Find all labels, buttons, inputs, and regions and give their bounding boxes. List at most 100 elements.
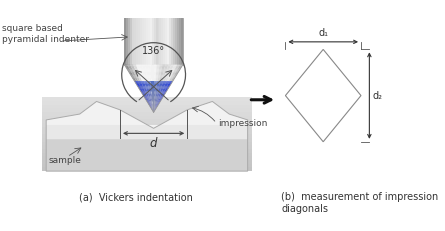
Polygon shape [139,72,142,73]
Polygon shape [139,86,141,87]
Polygon shape [162,97,163,98]
Polygon shape [134,76,137,78]
Polygon shape [150,78,152,79]
Polygon shape [170,72,174,73]
Polygon shape [157,97,158,98]
Polygon shape [152,106,153,108]
Polygon shape [158,91,160,92]
Polygon shape [159,92,162,94]
Polygon shape [154,92,156,94]
Polygon shape [151,108,152,109]
Polygon shape [147,85,149,86]
Polygon shape [156,102,157,103]
Polygon shape [150,87,152,88]
Polygon shape [150,104,151,105]
Polygon shape [42,105,252,108]
Polygon shape [148,97,150,99]
Polygon shape [154,102,155,103]
Polygon shape [125,67,129,68]
Polygon shape [156,88,159,89]
Polygon shape [152,109,153,110]
Polygon shape [161,91,163,92]
Polygon shape [138,68,141,69]
Polygon shape [162,90,165,91]
Polygon shape [163,81,166,82]
Polygon shape [150,79,152,80]
Polygon shape [153,102,154,104]
Polygon shape [153,93,154,94]
Polygon shape [146,91,147,92]
Polygon shape [151,109,152,110]
Polygon shape [146,93,148,94]
Polygon shape [159,97,161,99]
Polygon shape [167,85,170,86]
Polygon shape [155,100,156,101]
Polygon shape [132,68,135,69]
Polygon shape [146,70,149,72]
Polygon shape [161,70,164,72]
Polygon shape [163,18,166,64]
Polygon shape [149,102,150,103]
Polygon shape [150,106,151,108]
Polygon shape [140,90,143,91]
Polygon shape [152,106,153,107]
Polygon shape [161,97,162,98]
Polygon shape [155,97,157,98]
Polygon shape [152,88,154,90]
Polygon shape [145,66,148,67]
Polygon shape [146,69,149,70]
Polygon shape [157,94,159,95]
Polygon shape [125,66,129,67]
Polygon shape [152,105,153,106]
Polygon shape [148,94,150,96]
Polygon shape [162,68,165,69]
Polygon shape [150,91,151,92]
Polygon shape [150,102,152,104]
Polygon shape [161,86,164,88]
Polygon shape [152,110,153,111]
Polygon shape [150,98,151,99]
Polygon shape [156,89,158,90]
Polygon shape [152,110,153,111]
Polygon shape [162,66,165,67]
Polygon shape [164,90,166,91]
Polygon shape [144,81,146,82]
Polygon shape [154,96,155,97]
Polygon shape [140,75,142,76]
Polygon shape [153,94,154,96]
Polygon shape [154,109,155,110]
Polygon shape [168,85,170,86]
Polygon shape [150,100,151,102]
Polygon shape [149,88,151,89]
Polygon shape [142,90,144,91]
Polygon shape [151,105,152,106]
Polygon shape [155,91,156,92]
Polygon shape [145,99,147,100]
Polygon shape [166,81,170,82]
Polygon shape [157,102,159,104]
Polygon shape [155,94,156,96]
Polygon shape [152,104,153,105]
Polygon shape [149,92,150,93]
Polygon shape [146,73,149,74]
Polygon shape [149,103,150,104]
Polygon shape [151,74,154,75]
Polygon shape [159,99,160,100]
Polygon shape [165,88,167,90]
Polygon shape [141,76,143,78]
Polygon shape [146,88,149,89]
Polygon shape [165,85,167,86]
Text: d₁: d₁ [318,28,328,38]
Polygon shape [157,104,158,105]
Polygon shape [155,105,156,106]
Polygon shape [156,102,158,104]
Polygon shape [153,97,154,98]
Polygon shape [151,105,152,106]
Polygon shape [147,96,149,97]
Text: 136°: 136° [142,46,165,56]
Polygon shape [172,68,175,69]
Polygon shape [146,96,147,97]
Polygon shape [151,92,153,93]
Polygon shape [42,153,252,156]
Polygon shape [151,97,152,98]
